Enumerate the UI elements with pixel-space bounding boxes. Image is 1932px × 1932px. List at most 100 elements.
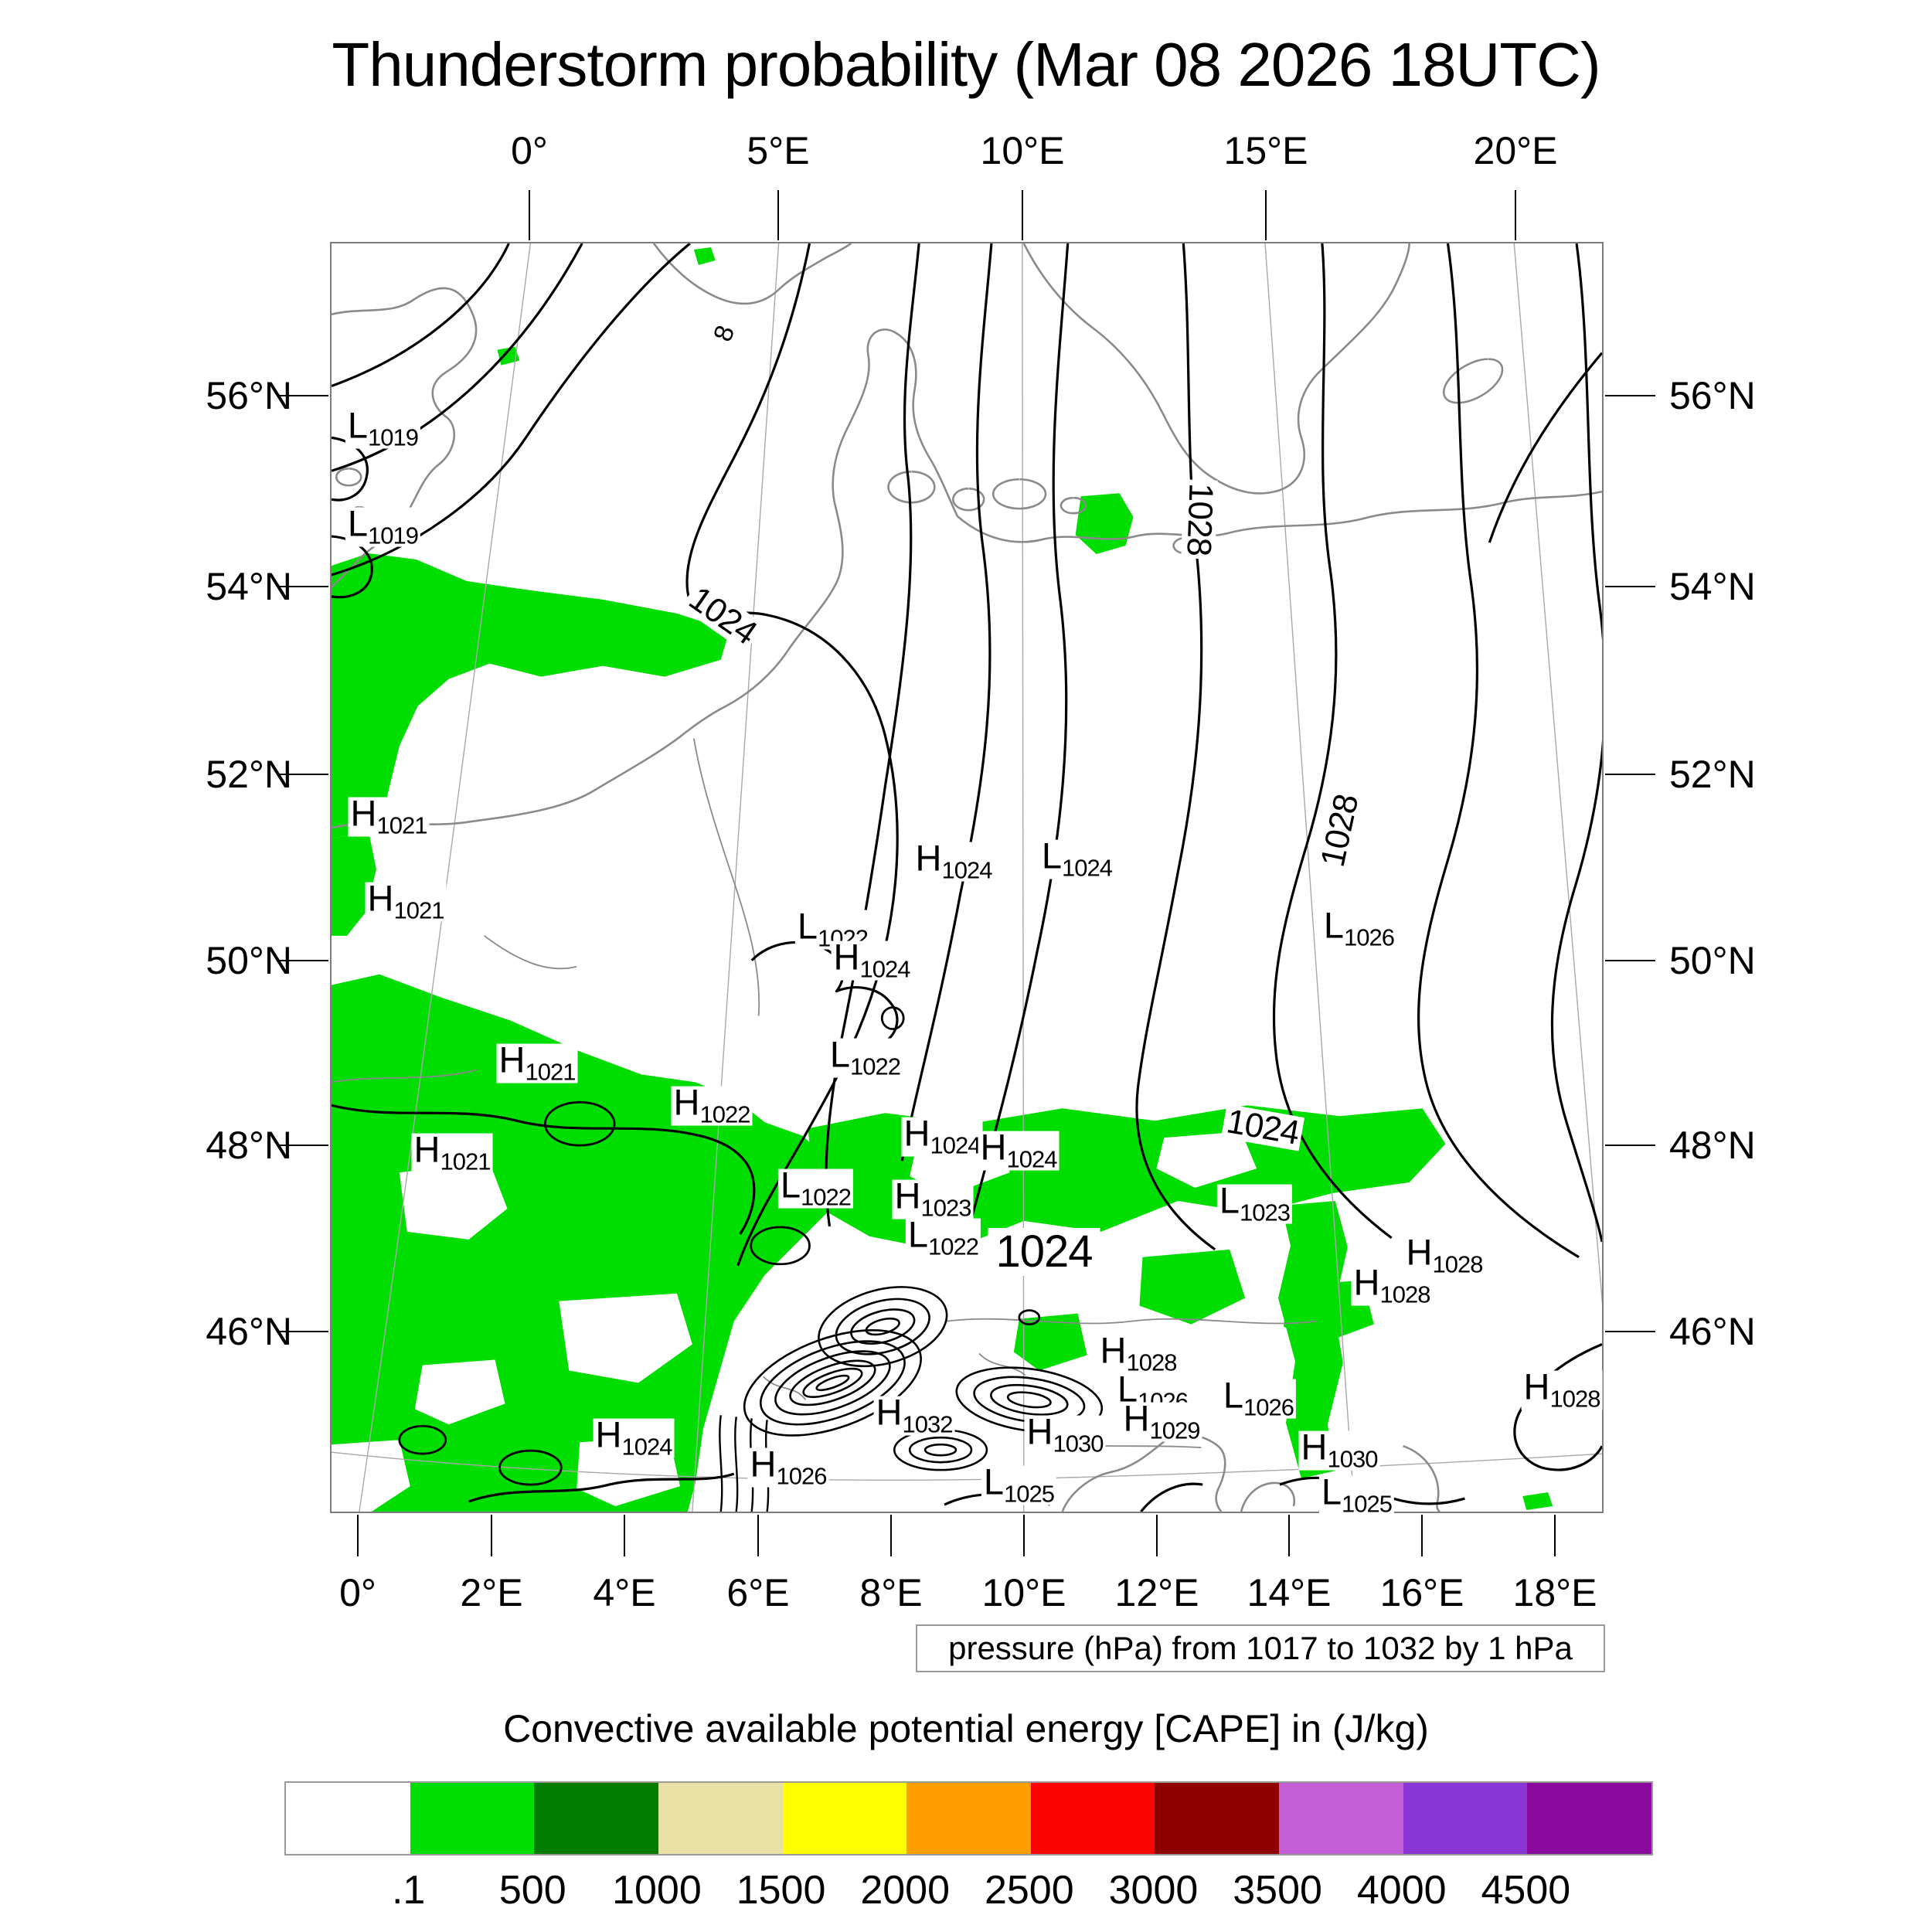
legend-tick-label: 2500 — [984, 1868, 1074, 1913]
legend-color-block — [906, 1783, 1031, 1854]
river-line — [483, 935, 577, 970]
alps-contour-ring — [815, 1374, 850, 1392]
pressure-center-value: 1021 — [440, 1148, 491, 1175]
river-line — [692, 738, 760, 1016]
pressure-contour — [332, 1104, 756, 1235]
pressure-center-letter: L — [1117, 1368, 1138, 1410]
pressure-center-letter: H — [876, 1391, 903, 1433]
legend-tick-label: 500 — [498, 1868, 566, 1913]
pressure-center-value: 1021 — [376, 811, 427, 839]
pressure-center-L1025: L1025 — [1318, 1474, 1394, 1516]
pressure-center-value: 1024 — [1006, 1145, 1057, 1173]
axis-label-left: 54°N — [206, 565, 292, 608]
pressure-center-value: 1024 — [930, 1131, 981, 1159]
pressure-center-value: 1032 — [902, 1410, 953, 1438]
cape-region — [497, 346, 520, 366]
pressure-center-value: 1028 — [1432, 1250, 1483, 1278]
graticule-line — [692, 243, 780, 1512]
cape-region — [1522, 1492, 1553, 1511]
pressure-contour — [1417, 243, 1580, 1259]
coastline — [952, 487, 985, 512]
axis-label-top: 15°E — [1223, 129, 1308, 172]
axis-label-top: 20°E — [1473, 129, 1558, 172]
axis-label-bottom: 10°E — [981, 1571, 1066, 1614]
axis-label-bottom: 8°E — [859, 1571, 923, 1614]
alps-contour-ring — [990, 1383, 1069, 1416]
pressure-center-H1028: H1028 — [1403, 1234, 1485, 1278]
axis-label-bottom: 0° — [339, 1571, 376, 1614]
pressure-contour-loop — [498, 1449, 563, 1486]
legend-tick-label: 1500 — [736, 1868, 826, 1913]
pressure-center-value: 1030 — [1327, 1445, 1378, 1473]
pressure-center-value: 1022 — [850, 1053, 901, 1080]
legend-color-block — [1279, 1783, 1403, 1854]
pressure-center-letter: H — [1353, 1261, 1380, 1303]
pressure-center-letter: H — [1523, 1366, 1550, 1407]
pressure-contour — [1272, 243, 1393, 1240]
pressure-center-letter: L — [1323, 904, 1345, 946]
pressure-center-letter: L — [1041, 835, 1063, 876]
legend-color-block — [286, 1783, 410, 1854]
pressure-contour — [719, 1415, 723, 1512]
pressure-center-letter: H — [894, 1175, 921, 1216]
pressure-center-letter: L — [347, 502, 369, 544]
pressure-center-H1021: H1021 — [365, 880, 447, 923]
pressure-center-letter: L — [907, 1213, 929, 1255]
pressure-center-value: 1022 — [928, 1233, 979, 1260]
cape-hole — [399, 1162, 508, 1240]
pressure-center-value: 1026 — [1243, 1393, 1294, 1421]
coastline — [1442, 358, 1504, 404]
pressure-center-H1024: H1024 — [593, 1417, 675, 1459]
legend-color-block — [1403, 1783, 1528, 1854]
pressure-center-letter: L — [347, 404, 369, 446]
pressure-contour — [825, 243, 920, 1227]
legend-tick-labels: .1 500 1000 1500 2000 2500 3000 3500 4000 4500 — [0, 1870, 1932, 1917]
pressure-center-value: 1026 — [776, 1462, 827, 1490]
pressure-center-H1023: H1023 — [892, 1178, 974, 1220]
pressure-center-letter: H — [1123, 1397, 1150, 1439]
legend-colorbar — [284, 1781, 1653, 1855]
axis-label-right: 46°N — [1669, 1310, 1756, 1353]
cape-region — [693, 247, 716, 265]
pressure-center-H1024: H1024 — [831, 939, 913, 981]
pressure-center-value: 1022 — [801, 1183, 852, 1211]
graticule-line — [1513, 243, 1602, 1309]
axis-label-bottom: 16°E — [1379, 1571, 1464, 1614]
axis-label-left: 56°N — [206, 374, 292, 417]
pressure-contour — [685, 243, 899, 1267]
pressure-center-H1022: H1022 — [671, 1084, 753, 1127]
pressure-center-H1021: H1021 — [348, 795, 430, 839]
alps-contour-ring — [743, 1329, 922, 1437]
pressure-center-letter: L — [829, 1033, 851, 1075]
pressure-center-H1028: H1028 — [1521, 1369, 1603, 1413]
axis-label-top: 0° — [511, 129, 548, 172]
pressure-center-value: 1028 — [1549, 1385, 1600, 1413]
cape-region — [332, 831, 376, 936]
pressure-center-value: 1030 — [1053, 1430, 1104, 1458]
pressure-center-value: 1021 — [525, 1058, 576, 1086]
pressure-center-letter: L — [1223, 1374, 1244, 1416]
river-line — [763, 1376, 807, 1400]
coastline — [652, 243, 852, 305]
axis-label-right: 48°N — [1669, 1124, 1756, 1167]
legend-color-block — [1527, 1783, 1652, 1854]
pressure-center-H1021: H1021 — [411, 1131, 493, 1175]
coastline — [332, 328, 1602, 829]
pressure-center-H1024: H1024 — [978, 1129, 1060, 1173]
pressure-contour — [967, 243, 1070, 1231]
cape-region — [1013, 1313, 1087, 1371]
coastline — [1022, 243, 1410, 495]
pressure-center-H1028: H1028 — [1351, 1264, 1433, 1307]
pressure-center-value: 1023 — [1240, 1199, 1291, 1226]
alps-contour-ring — [774, 1350, 891, 1416]
pressure-center-letter: H — [980, 1126, 1007, 1168]
pressure-center-H1026: H1026 — [747, 1446, 829, 1490]
pressure-center-letter: L — [1321, 1471, 1342, 1512]
pressure-contour-loop — [398, 1424, 447, 1455]
axis-label-top: 5°E — [747, 129, 810, 172]
pressure-contour — [900, 243, 993, 1162]
cape-region — [332, 974, 835, 1512]
legend-tick-label: 4000 — [1356, 1868, 1447, 1913]
graticule-line — [359, 243, 532, 1512]
